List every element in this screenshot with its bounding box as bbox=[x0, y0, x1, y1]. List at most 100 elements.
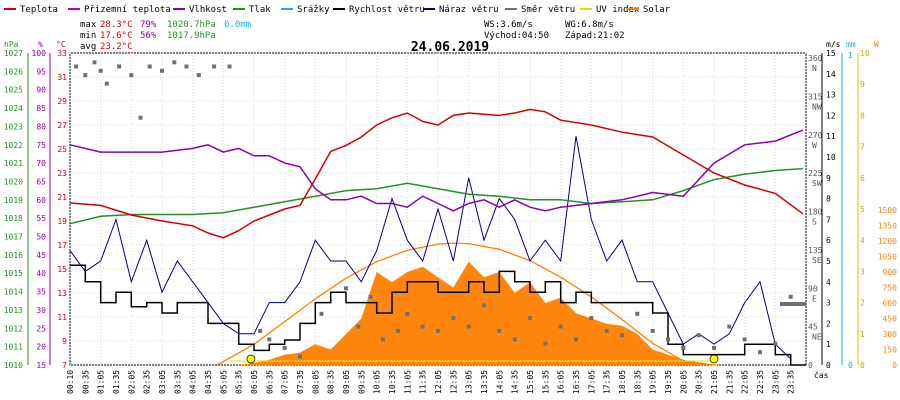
uv-tick-label: 7 bbox=[860, 143, 865, 152]
x-tick-label: 22:05 bbox=[741, 370, 750, 394]
legend-label: Náraz větru bbox=[439, 5, 499, 15]
wind-dir-point bbox=[758, 350, 762, 355]
temperature-tick-label: 13 bbox=[57, 289, 67, 298]
rain-tick-label: 0 bbox=[848, 361, 853, 370]
x-tick-label: 17:05 bbox=[587, 370, 596, 394]
humidity-tick-label: 20 bbox=[36, 343, 46, 352]
pressure-tick-label: 1012 bbox=[4, 324, 23, 333]
legend-label: Solar bbox=[643, 5, 671, 15]
wind-speed-tick-label: 9 bbox=[826, 174, 831, 183]
stat-max-press: 1020.7hPa bbox=[167, 20, 216, 30]
x-tick-label: 11:05 bbox=[403, 370, 412, 394]
wind-dir-point bbox=[74, 64, 79, 69]
humidity-tick-label: 70 bbox=[36, 159, 46, 168]
wind-dir-tick-label: 270 bbox=[808, 131, 823, 140]
wind-dir-tick-label: 0 bbox=[808, 361, 813, 370]
wind-dir-point bbox=[466, 324, 471, 329]
wind-dir-point bbox=[83, 73, 88, 78]
wind-dir-compass-label: SE bbox=[812, 256, 822, 265]
x-tick-label: 02:05 bbox=[127, 370, 136, 394]
rain-tick-label: 1 bbox=[848, 51, 853, 60]
stat-avg-temp: 23.2°C bbox=[100, 42, 133, 52]
solar-tick-label: 1500 bbox=[878, 206, 897, 215]
wind-speed-tick-label: 14 bbox=[826, 70, 836, 79]
x-tick-label: 00:10 bbox=[66, 370, 75, 394]
wind-dir-point bbox=[104, 81, 109, 86]
x-tick-label: 14:05 bbox=[495, 370, 504, 394]
pressure-tick-label: 1017 bbox=[4, 233, 23, 242]
humidity-tick-label: 40 bbox=[36, 269, 46, 278]
x-tick-label: 18:35 bbox=[633, 370, 642, 394]
x-tick-label: 01:05 bbox=[97, 370, 106, 394]
x-tick-label: 11:35 bbox=[419, 370, 428, 394]
x-tick-label: 21:35 bbox=[725, 370, 734, 394]
wind-dir-point bbox=[344, 286, 348, 291]
temperature-unit: °C bbox=[56, 40, 66, 49]
humidity-tick-label: 100 bbox=[32, 49, 47, 58]
pressure-tick-label: 1010 bbox=[4, 361, 23, 370]
wind-dir-point bbox=[620, 333, 624, 338]
pressure-unit: hPa bbox=[4, 40, 19, 49]
wind-speed-tick-label: 10 bbox=[826, 153, 836, 162]
stat-sunset: Západ:21:02 bbox=[565, 31, 625, 41]
humidity-tick-label: 55 bbox=[36, 214, 46, 223]
x-tick-label: 14:35 bbox=[511, 370, 520, 394]
humidity-tick-label: 60 bbox=[36, 196, 46, 205]
wind-speed-tick-label: 5 bbox=[826, 257, 831, 266]
pressure-tick-label: 1025 bbox=[4, 86, 23, 95]
x-tick-label: 06:35 bbox=[265, 370, 274, 394]
humidity-tick-label: 50 bbox=[36, 233, 46, 242]
uv-tick-label: 0 bbox=[860, 361, 865, 370]
x-tick-label: 07:35 bbox=[296, 370, 305, 394]
wind-dir-tick-label: 135 bbox=[808, 246, 823, 255]
uv-tick-label: 6 bbox=[860, 174, 865, 183]
wind-dir-point bbox=[147, 64, 152, 69]
solar-max-line bbox=[216, 242, 718, 366]
wind-dir-point bbox=[184, 64, 189, 69]
stat-min-press: 1017.9hPa bbox=[167, 31, 216, 41]
wind-dir-point bbox=[574, 337, 578, 342]
wind-dir-point bbox=[196, 73, 201, 78]
humidity-tick-label: 95 bbox=[36, 67, 46, 76]
wind-dir-compass-label: N bbox=[812, 64, 817, 73]
temperature-tick-label: 19 bbox=[57, 217, 67, 226]
wind-dir-point bbox=[368, 294, 373, 299]
wind-dir-point bbox=[436, 328, 440, 333]
wind-dir-compass-label: SW bbox=[812, 179, 822, 188]
solar-area bbox=[217, 261, 718, 365]
x-tick-label: 05:05 bbox=[219, 370, 228, 394]
wind-dir-point bbox=[558, 324, 563, 329]
humidity-tick-label: 15 bbox=[36, 361, 46, 370]
wind-speed-tick-label: 12 bbox=[826, 111, 836, 120]
wind-dir-point bbox=[138, 115, 143, 120]
stat-rain: 0.0mm bbox=[224, 20, 251, 30]
x-tick-label: 15:05 bbox=[526, 370, 535, 394]
solar-tick-label: 600 bbox=[883, 299, 898, 308]
wind-speed-tick-label: 7 bbox=[826, 215, 831, 224]
wind-dir-tick-label: 90 bbox=[808, 284, 818, 293]
uv-tick-label: 10 bbox=[860, 49, 870, 58]
legend-label: UV index bbox=[596, 5, 640, 15]
x-axis-label: čas bbox=[814, 370, 829, 380]
x-tick-label: 16:35 bbox=[572, 370, 581, 394]
temperature-tick-label: 33 bbox=[57, 49, 67, 58]
temperature-tick-label: 15 bbox=[57, 265, 67, 274]
wind-speed-tick-label: 2 bbox=[826, 319, 831, 328]
humidity-line bbox=[69, 129, 804, 212]
wind-dir-point bbox=[497, 328, 502, 333]
wind-dir-compass-label: NE bbox=[812, 333, 822, 342]
temperature-tick-label: 7 bbox=[62, 361, 67, 370]
pressure-tick-label: 1018 bbox=[4, 214, 23, 223]
pressure-line bbox=[69, 167, 803, 225]
wind-dir-point bbox=[319, 311, 324, 316]
x-tick-label: 21:05 bbox=[710, 370, 719, 394]
x-tick-label: 12:35 bbox=[449, 370, 458, 394]
uv-unit: W bbox=[874, 40, 879, 49]
wind-dir-point bbox=[405, 311, 410, 316]
solar-tick-label: 900 bbox=[883, 268, 898, 277]
x-tick-label: 03:35 bbox=[173, 370, 182, 394]
x-tick-label: 23:35 bbox=[787, 370, 796, 394]
legend-label: Teplota bbox=[20, 5, 58, 15]
wind-dir-point bbox=[129, 73, 134, 78]
x-tick-label: 04:35 bbox=[204, 370, 213, 394]
